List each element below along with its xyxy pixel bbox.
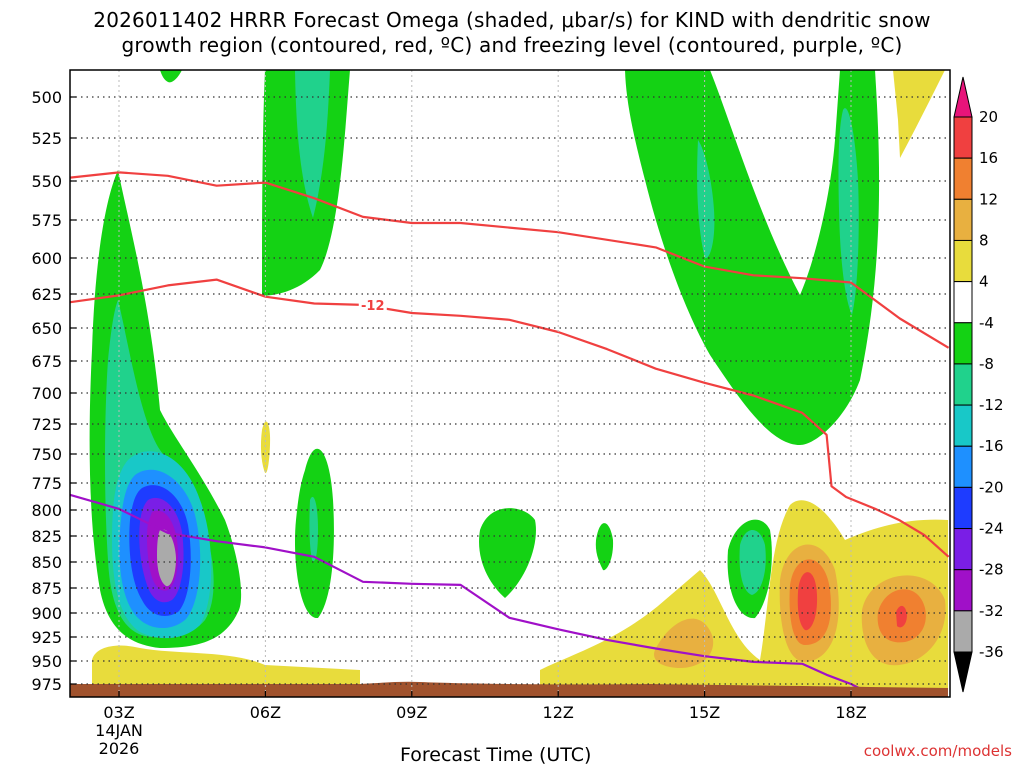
y-tick-label: 575 [31,211,62,230]
colorbar-bin [953,157,973,200]
y-tick-label: 700 [31,384,62,403]
colorbar-bin [953,322,973,365]
colorbar-label: -36 [979,643,1004,661]
colorbar-bin [953,445,973,488]
omega-region-teal-4 [838,108,859,315]
y-tick-label: 800 [31,501,62,520]
colorbar-label: -12 [979,396,1004,414]
y-tick-label: 600 [31,249,62,268]
y-tick-label: 625 [31,285,62,304]
y-tick-label: 650 [31,319,62,338]
x-tick-label: 15Z [689,703,720,722]
x-date-label: 2026 [99,739,140,758]
colorbar-bin [953,486,973,530]
credit-text[interactable]: coolwx.com/models [863,742,1012,760]
omega-region-teal-3 [697,140,715,259]
x-tick-label: 03Z [103,703,134,722]
contour-freezing-level [70,493,867,693]
colorbar-bin [953,281,973,324]
colorbar-bin [953,610,973,653]
colorbar-label: -8 [979,355,994,373]
y-tick-label: 725 [31,415,62,434]
ground-terrain [70,681,948,697]
colorbar-label: 16 [979,149,998,167]
axes: 500 525 550 575 600 625 650 675 700 725 750 775 800 8… [31,88,866,758]
x-tick-label: 06Z [250,703,281,722]
contour-dgz-top [70,171,950,349]
colorbar-bin [953,528,973,571]
y-tick-label: 675 [31,352,62,371]
chart-title-line1: 2026011402 HRRR Forecast Omega (shaded, … [93,8,931,32]
y-tick-label: 500 [31,88,62,107]
omega-region-teal-5 [309,496,318,562]
colorbar-label: 20 [979,108,998,126]
contour-label: -12 [361,299,385,314]
colorbar-bin [953,239,973,283]
y-tick-label: 950 [31,652,62,671]
y-tick-label: 900 [31,604,62,623]
y-tick-label: 550 [31,172,62,191]
colorbar: 20 16 12 8 4 -4 -8 -12 -16 -20 -24 -28 -32 -36 [953,76,1004,693]
colorbar-bin [953,569,973,612]
omega-region-teal-2 [295,70,330,218]
colorbar-bin [953,404,973,447]
omega-region-green-blob-1 [479,508,536,598]
omega-region-green-upper-left [160,70,182,83]
y-tick-label: 925 [31,628,62,647]
y-tick-label: 525 [31,129,62,148]
omega-shading [89,70,948,690]
x-date-label: 14JAN [95,721,143,740]
x-tick-label: 18Z [835,703,866,722]
colorbar-bin [953,198,973,241]
plot-frame [69,69,951,698]
y-tick-label: 875 [31,579,62,598]
colorbar-label: -20 [979,478,1004,496]
colorbar-bin [953,363,973,406]
omega-region-yellow-small [260,421,271,473]
omega-region-low-yellow-west [92,645,360,684]
chart-title-line2: growth region (contoured, red, ºC) and f… [121,33,903,57]
colorbar-label: -32 [979,602,1004,620]
omega-region-red-small [896,605,907,628]
y-tick-label: 975 [31,675,62,694]
x-tick-label: 12Z [543,703,574,722]
y-tick-label: 850 [31,553,62,572]
omega-region-red [797,572,818,631]
colorbar-label: -4 [979,314,994,332]
y-tick-label: 825 [31,527,62,546]
colorbar-label: 4 [979,273,989,291]
x-axis-label: Forecast Time (UTC) [400,744,592,766]
colorbar-label: -28 [979,561,1004,579]
colorbar-bin [953,116,973,159]
contour-dgz-bottom [70,278,950,558]
contour-lines: -12 [70,171,950,693]
colorbar-label: 8 [979,231,989,249]
colorbar-under-arrow [953,651,973,693]
omega-region-yellow-top-right [893,70,945,158]
colorbar-label: -24 [979,520,1004,538]
omega-region-low-yellow-east [540,500,948,690]
colorbar-label: -16 [979,437,1004,455]
y-tick-label: 775 [31,474,62,493]
contour-label-bg [358,296,387,313]
omega-region-gray [157,529,176,587]
colorbar-over-arrow [953,76,973,118]
grid-lines [70,70,950,697]
x-tick-label: 09Z [396,703,427,722]
omega-region-green-blob-2 [595,523,614,571]
y-tick-label: 750 [31,445,62,464]
colorbar-label: 12 [979,190,998,208]
